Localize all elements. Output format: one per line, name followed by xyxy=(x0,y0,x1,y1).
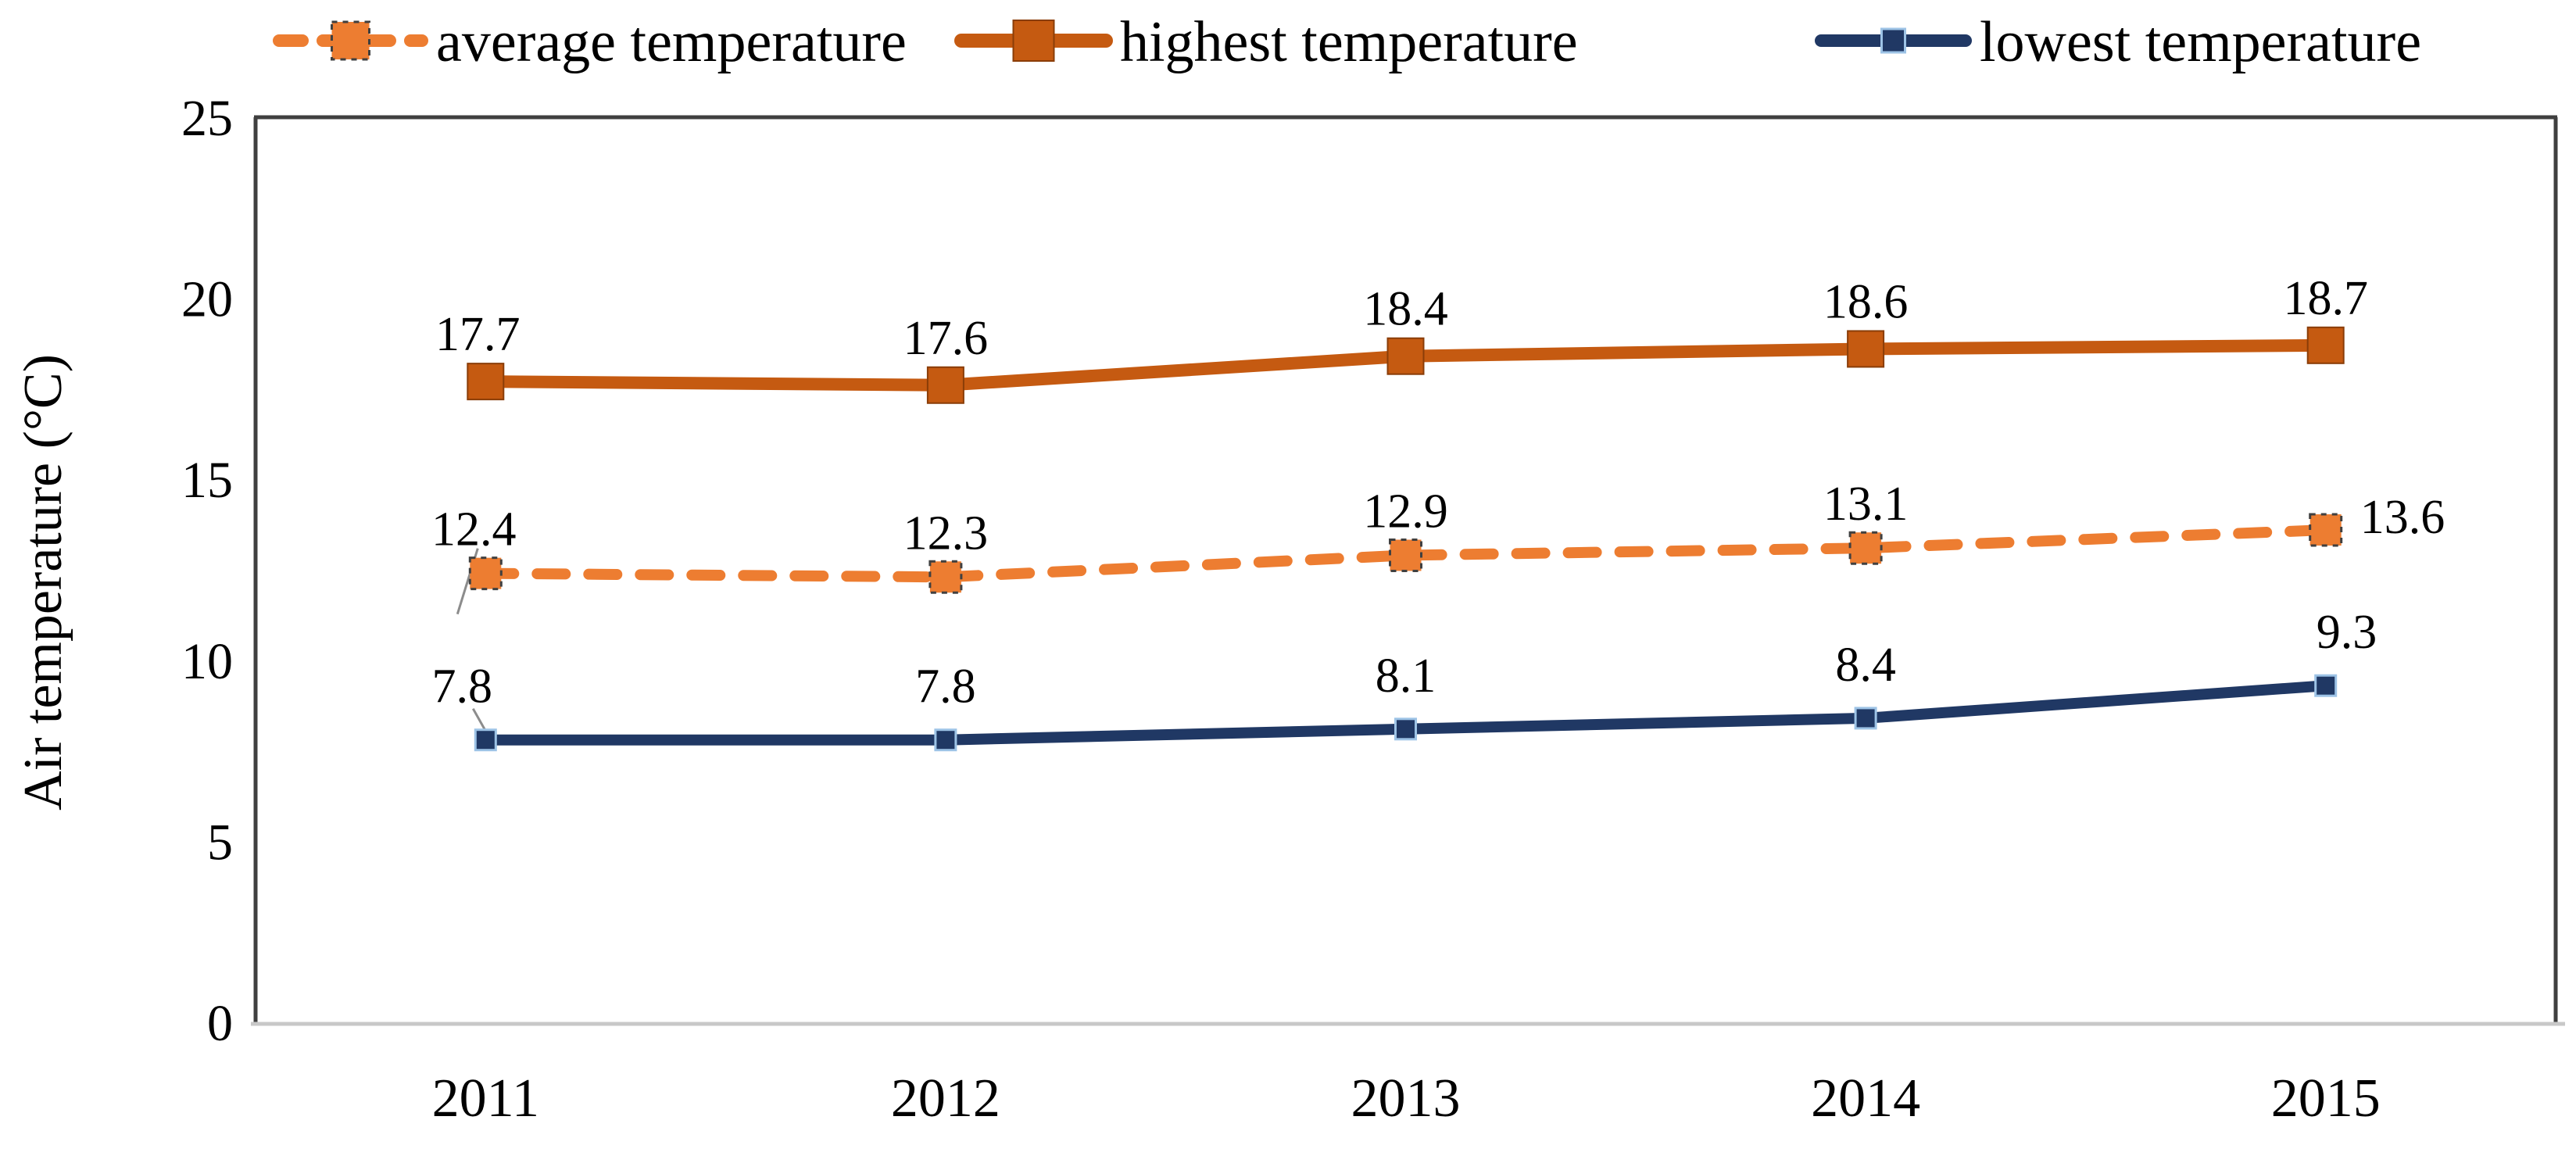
data-label-highest-temperature-2011: 17.7 xyxy=(435,308,521,361)
y-tick-label: 20 xyxy=(181,271,233,328)
y-tick-label: 10 xyxy=(181,633,233,690)
legend-label-highest-temperature: highest temperature xyxy=(1120,10,1578,74)
marker-lowest-temperature-2015 xyxy=(2314,674,2338,697)
data-label-average-temperature-2011: 12.4 xyxy=(431,503,517,556)
x-axis-tick-labels: 2011 2012 2013 2014 2015 xyxy=(432,1068,2381,1129)
marker-lowest-temperature-2014 xyxy=(1854,707,1877,730)
data-label-average-temperature-2013: 12.9 xyxy=(1363,485,1448,538)
legend-item-average-temperature: average temperature xyxy=(273,10,907,74)
marker-highest-temperature-2015 xyxy=(2306,326,2345,364)
legend: average temperature highest temperature lo… xyxy=(273,10,2421,74)
marker-highest-temperature-2014 xyxy=(1847,330,1885,368)
x-tick-label-2013: 2013 xyxy=(1351,1068,1461,1129)
x-tick-label-2011: 2011 xyxy=(432,1068,539,1129)
series-line-average-temperature xyxy=(480,524,2331,583)
marker-average-temperature-2013 xyxy=(1389,538,1422,572)
marker-average-temperature-2011 xyxy=(468,556,503,591)
data-label-average-temperature-2014: 13.1 xyxy=(1823,478,1909,531)
data-label-lowest-temperature-2011: 7.8 xyxy=(432,660,493,714)
legend-label-average-temperature: average temperature xyxy=(436,10,907,74)
series-lowest-temperature: 7.8 7.8 8.1 8.4 9.3 xyxy=(432,606,2377,752)
data-label-highest-temperature-2012: 17.6 xyxy=(903,312,989,365)
data-label-highest-temperature-2015: 18.7 xyxy=(2283,272,2368,325)
data-label-lowest-temperature-2012: 7.8 xyxy=(915,660,976,714)
marker-average-temperature-2014 xyxy=(1848,531,1883,565)
marker-lowest-temperature-2011 xyxy=(474,728,497,752)
marker-lowest-temperature-2013 xyxy=(1394,717,1417,741)
marker-highest-temperature-2011 xyxy=(467,363,505,401)
legend-swatch-marker xyxy=(1012,20,1055,62)
y-axis-tick-labels: 0 5 10 15 20 25 xyxy=(181,90,233,1052)
y-tick-label: 5 xyxy=(207,814,233,871)
legend-swatch-marker xyxy=(1880,27,1906,54)
data-label-average-temperature-2015: 13.6 xyxy=(2360,491,2445,544)
y-tick-label: 0 xyxy=(207,995,233,1052)
series-highest-temperature: 17.7 17.6 18.4 18.6 18.7 xyxy=(435,272,2368,404)
data-label-lowest-temperature-2013: 8.1 xyxy=(1376,649,1436,703)
data-label-lowest-temperature-2014: 8.4 xyxy=(1835,639,1896,692)
legend-label-lowest-temperature: lowest temperature xyxy=(1980,10,2421,74)
data-label-highest-temperature-2013: 18.4 xyxy=(1363,283,1448,336)
plot-area xyxy=(251,115,2565,1026)
marker-average-temperature-2015 xyxy=(2309,513,2343,547)
x-tick-label-2012: 2012 xyxy=(891,1068,1000,1129)
legend-item-lowest-temperature: lowest temperature xyxy=(1815,10,2421,74)
marker-lowest-temperature-2012 xyxy=(934,728,957,752)
data-label-average-temperature-2012: 12.3 xyxy=(903,506,989,560)
marker-average-temperature-2012 xyxy=(928,560,963,594)
legend-item-highest-temperature: highest temperature xyxy=(954,10,1578,74)
legend-swatch-marker xyxy=(331,20,370,61)
y-tick-label: 15 xyxy=(181,452,233,509)
series-average-temperature: 12.4 12.3 12.9 13.1 13.6 xyxy=(431,478,2445,594)
marker-highest-temperature-2013 xyxy=(1386,337,1425,375)
y-axis-title: Air temperature (°C) xyxy=(13,354,73,811)
x-tick-label-2015: 2015 xyxy=(2271,1068,2381,1129)
data-label-highest-temperature-2014: 18.6 xyxy=(1823,275,1909,328)
marker-highest-temperature-2012 xyxy=(926,366,964,404)
data-label-lowest-temperature-2015: 9.3 xyxy=(2317,606,2377,659)
y-tick-label: 25 xyxy=(181,90,233,147)
x-tick-label-2014: 2014 xyxy=(1811,1068,1920,1129)
